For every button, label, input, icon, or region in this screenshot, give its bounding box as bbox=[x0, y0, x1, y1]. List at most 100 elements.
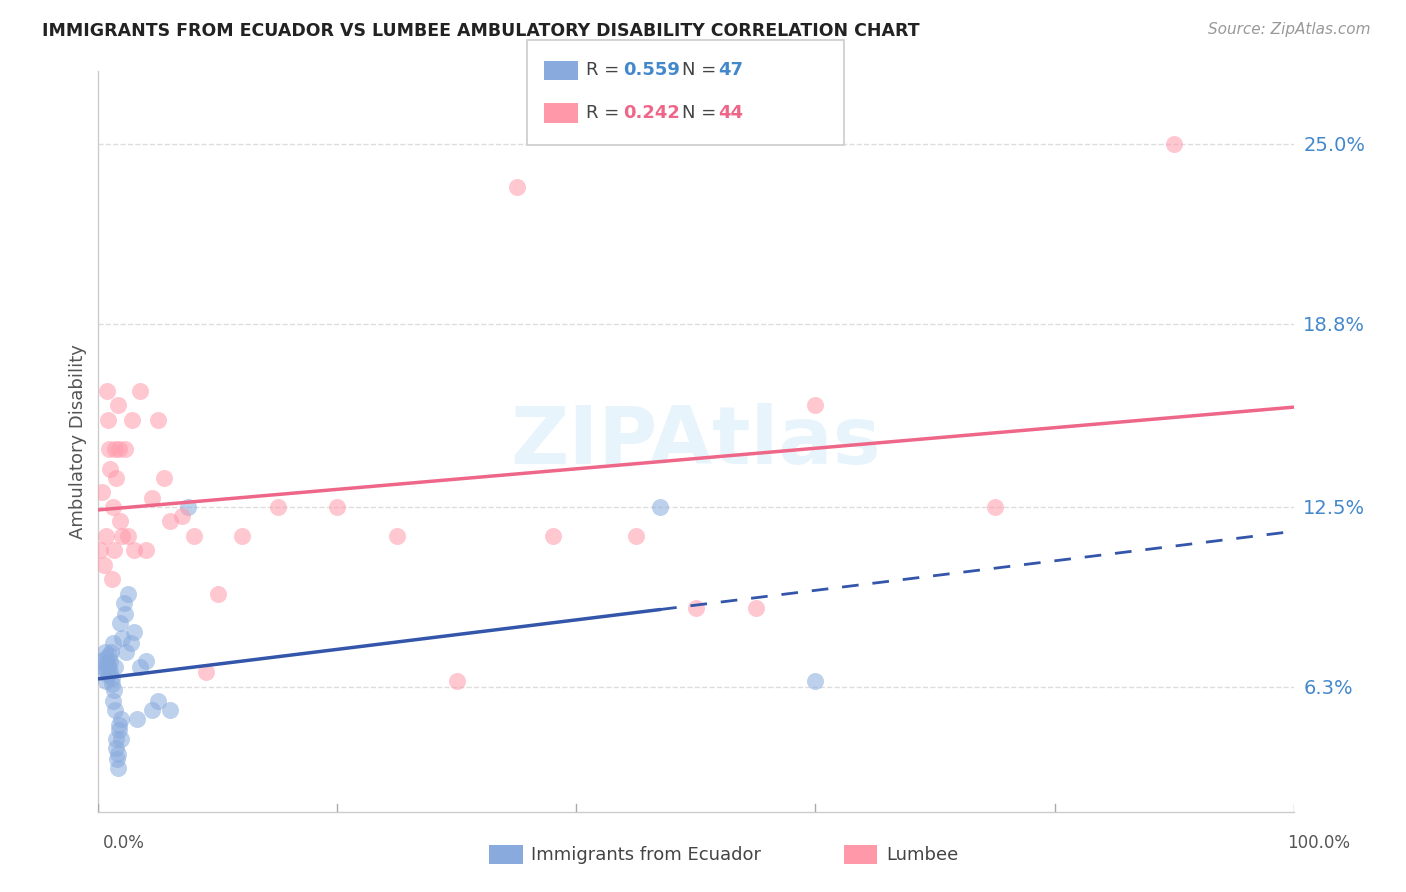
Text: Source: ZipAtlas.com: Source: ZipAtlas.com bbox=[1208, 22, 1371, 37]
Point bbox=[105, 752, 128, 766]
Point bbox=[101, 500, 124, 514]
Point bbox=[97, 668, 120, 682]
Point bbox=[93, 558, 115, 572]
Text: 0.0%: 0.0% bbox=[103, 834, 145, 852]
Point bbox=[120, 636, 142, 650]
Point bbox=[108, 717, 131, 731]
Point bbox=[159, 703, 181, 717]
Point bbox=[117, 529, 139, 543]
Point bbox=[89, 543, 111, 558]
Point bbox=[745, 601, 768, 615]
Point bbox=[135, 654, 157, 668]
Point bbox=[101, 636, 124, 650]
Text: IMMIGRANTS FROM ECUADOR VS LUMBEE AMBULATORY DISABILITY CORRELATION CHART: IMMIGRANTS FROM ECUADOR VS LUMBEE AMBULA… bbox=[42, 22, 920, 40]
Point bbox=[110, 712, 132, 726]
Point bbox=[114, 607, 136, 622]
Point bbox=[124, 624, 146, 639]
Point bbox=[107, 398, 129, 412]
Point bbox=[111, 529, 134, 543]
Text: 47: 47 bbox=[718, 62, 744, 79]
Point bbox=[114, 442, 136, 456]
Point bbox=[98, 659, 121, 673]
Point bbox=[97, 413, 120, 427]
Point bbox=[90, 654, 112, 668]
Point bbox=[104, 442, 127, 456]
Point bbox=[98, 442, 121, 456]
Point bbox=[115, 645, 138, 659]
Point bbox=[91, 485, 114, 500]
Point bbox=[107, 761, 129, 775]
Point bbox=[98, 654, 122, 668]
Point bbox=[207, 587, 229, 601]
Point bbox=[96, 384, 118, 398]
Text: 0.559: 0.559 bbox=[623, 62, 679, 79]
Point bbox=[385, 529, 409, 543]
Text: Immigrants from Ecuador: Immigrants from Ecuador bbox=[531, 846, 762, 863]
Point bbox=[100, 671, 122, 685]
Point bbox=[148, 413, 170, 427]
Point bbox=[105, 471, 128, 485]
Point bbox=[135, 543, 157, 558]
Point bbox=[108, 515, 131, 529]
Point bbox=[94, 645, 117, 659]
Text: ZIPAtlas: ZIPAtlas bbox=[510, 402, 882, 481]
Point bbox=[117, 587, 139, 601]
Point bbox=[107, 442, 129, 456]
Text: R =: R = bbox=[586, 62, 626, 79]
Point bbox=[177, 500, 200, 514]
Point bbox=[148, 694, 170, 708]
Text: R =: R = bbox=[586, 104, 626, 122]
Point bbox=[141, 491, 163, 505]
Text: Lumbee: Lumbee bbox=[886, 846, 957, 863]
Text: 0.242: 0.242 bbox=[623, 104, 679, 122]
Point bbox=[105, 740, 128, 755]
Point bbox=[104, 659, 127, 673]
Point bbox=[141, 703, 163, 717]
Point bbox=[650, 500, 672, 514]
Point bbox=[103, 694, 125, 708]
Point bbox=[93, 665, 115, 680]
Point bbox=[153, 471, 176, 485]
Point bbox=[103, 543, 125, 558]
Point bbox=[107, 747, 129, 761]
Point bbox=[94, 529, 117, 543]
Point bbox=[96, 657, 118, 671]
Point bbox=[172, 508, 194, 523]
Point bbox=[685, 601, 707, 615]
Point bbox=[195, 665, 218, 680]
Point bbox=[103, 682, 125, 697]
Point bbox=[107, 723, 129, 738]
Text: N =: N = bbox=[682, 62, 721, 79]
Point bbox=[94, 674, 117, 689]
Point bbox=[111, 631, 134, 645]
Point bbox=[446, 674, 468, 689]
Point bbox=[541, 529, 564, 543]
Point bbox=[804, 674, 827, 689]
Point bbox=[101, 677, 124, 691]
Point bbox=[326, 500, 349, 514]
Point bbox=[108, 615, 131, 630]
Text: 100.0%: 100.0% bbox=[1288, 834, 1350, 852]
Point bbox=[110, 732, 132, 747]
Point bbox=[104, 732, 127, 747]
Point bbox=[231, 529, 253, 543]
Point bbox=[96, 650, 118, 665]
Point bbox=[183, 529, 205, 543]
Text: 44: 44 bbox=[718, 104, 744, 122]
Point bbox=[91, 659, 114, 673]
Point bbox=[112, 596, 135, 610]
Text: N =: N = bbox=[682, 104, 721, 122]
Point bbox=[804, 398, 827, 412]
Point bbox=[159, 515, 181, 529]
Point bbox=[103, 703, 125, 717]
Point bbox=[129, 659, 152, 673]
Point bbox=[267, 500, 290, 514]
Point bbox=[100, 573, 122, 587]
Point bbox=[124, 543, 146, 558]
Point bbox=[96, 663, 118, 677]
Point bbox=[626, 529, 648, 543]
Point bbox=[506, 180, 529, 194]
Point bbox=[1163, 136, 1185, 151]
Point bbox=[984, 500, 1007, 514]
Y-axis label: Ambulatory Disability: Ambulatory Disability bbox=[69, 344, 87, 539]
